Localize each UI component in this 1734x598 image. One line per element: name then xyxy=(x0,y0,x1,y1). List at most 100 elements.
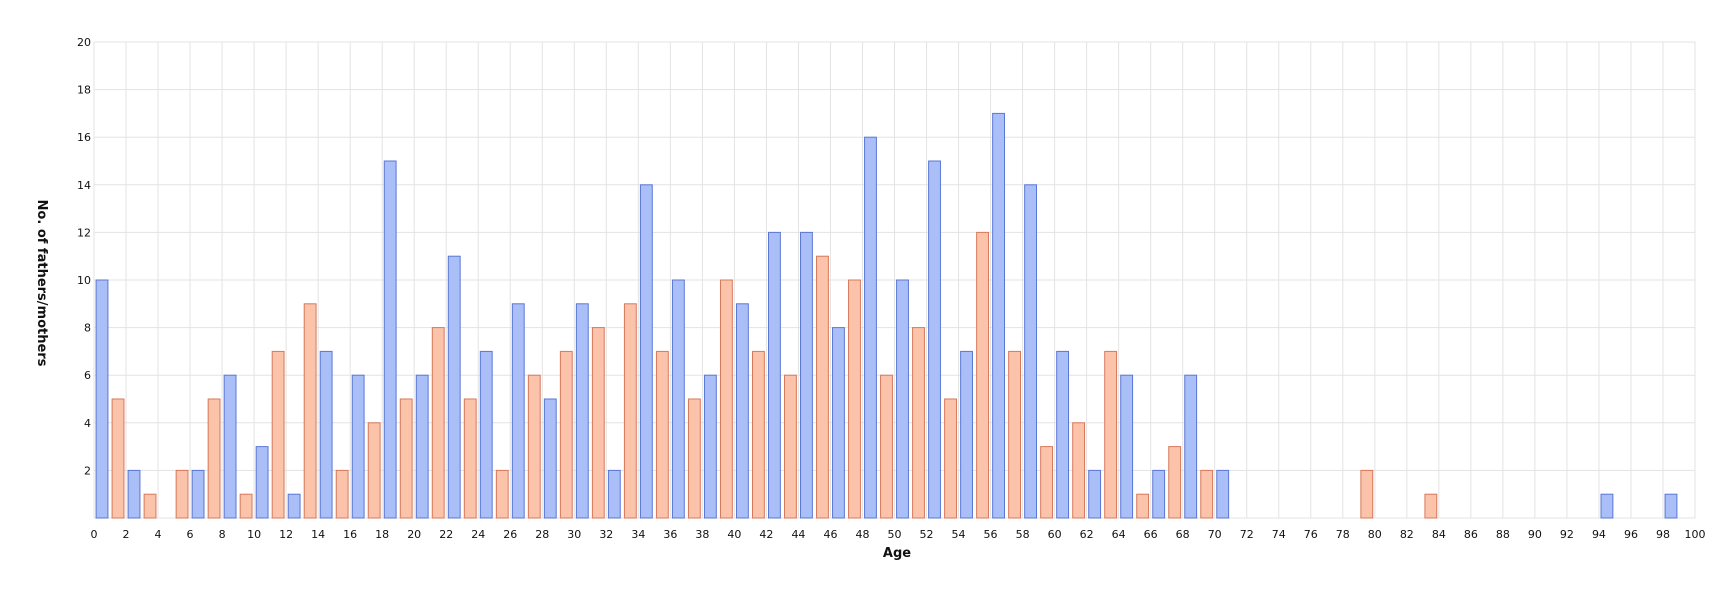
bar-blue-age-16 xyxy=(351,374,365,519)
bar-orange-age-61 xyxy=(1072,422,1086,519)
bar-blue-age-60 xyxy=(1056,350,1070,519)
bar-blue-age-44 xyxy=(800,231,813,519)
bar-blue-age-70 xyxy=(1216,469,1230,519)
bar-blue-age-8 xyxy=(223,374,237,519)
bar-orange-age-27 xyxy=(527,374,541,519)
x-tick-label: 28 xyxy=(535,528,549,541)
bar-blue-age-34 xyxy=(639,184,653,519)
y-tick-label: 8 xyxy=(84,322,91,335)
bar-orange-age-31 xyxy=(591,327,605,519)
x-tick-label: 40 xyxy=(727,528,741,541)
bar-orange-age-53 xyxy=(944,398,957,519)
x-tick-label: 10 xyxy=(247,528,261,541)
x-tick-label: 42 xyxy=(759,528,773,541)
x-tick-label: 82 xyxy=(1400,528,1414,541)
bar-orange-age-63 xyxy=(1104,350,1118,519)
bar-blue-age-18 xyxy=(383,160,397,519)
x-tick-label: 58 xyxy=(1016,528,1030,541)
bar-blue-age-50 xyxy=(896,279,909,519)
bar-orange-age-35 xyxy=(655,350,669,519)
x-tick-label: 52 xyxy=(920,528,934,541)
bar-blue-age-14 xyxy=(319,350,333,519)
bar-orange-age-69 xyxy=(1200,469,1214,519)
bar-orange-age-1 xyxy=(111,398,125,519)
bar-blue-age-42 xyxy=(768,231,781,519)
x-tick-label: 20 xyxy=(407,528,421,541)
bar-blue-age-28 xyxy=(543,398,557,519)
bar-orange-age-3 xyxy=(143,493,157,519)
bar-orange-age-57 xyxy=(1008,350,1021,519)
y-tick-label: 10 xyxy=(77,274,91,287)
bar-orange-age-25 xyxy=(495,469,509,519)
bar-orange-age-21 xyxy=(431,327,445,519)
bar-orange-age-19 xyxy=(399,398,413,519)
y-tick-label: 16 xyxy=(77,131,91,144)
bar-blue-age-98 xyxy=(1664,493,1678,519)
x-tick-label: 34 xyxy=(631,528,645,541)
x-tick-label: 44 xyxy=(791,528,805,541)
bar-orange-age-51 xyxy=(912,327,925,519)
bar-orange-age-17 xyxy=(367,422,381,519)
x-tick-label: 78 xyxy=(1336,528,1350,541)
x-tick-label: 46 xyxy=(823,528,837,541)
x-tick-label: 98 xyxy=(1656,528,1670,541)
bar-blue-age-64 xyxy=(1120,374,1134,519)
bar-blue-age-20 xyxy=(415,374,429,519)
bar-orange-age-5 xyxy=(175,469,189,519)
bar-blue-age-10 xyxy=(255,446,269,519)
bar-blue-age-56 xyxy=(992,112,1005,519)
bar-orange-age-47 xyxy=(848,279,861,519)
bar-orange-age-33 xyxy=(623,303,637,519)
x-tick-label: 84 xyxy=(1432,528,1446,541)
bar-orange-age-49 xyxy=(880,374,893,519)
x-tick-label: 24 xyxy=(471,528,485,541)
x-tick-label: 54 xyxy=(952,528,966,541)
x-tick-label: 64 xyxy=(1112,528,1126,541)
bar-orange-age-7 xyxy=(207,398,221,519)
bar-blue-age-40 xyxy=(735,303,749,519)
x-tick-label: 2 xyxy=(123,528,130,541)
bar-orange-age-65 xyxy=(1136,493,1150,519)
x-tick-label: 6 xyxy=(187,528,194,541)
y-tick-label: 18 xyxy=(77,84,91,97)
x-tick-label: 74 xyxy=(1272,528,1286,541)
x-tick-label: 26 xyxy=(503,528,517,541)
x-tick-label: 80 xyxy=(1368,528,1382,541)
y-tick-label: 6 xyxy=(84,369,91,382)
x-tick-label: 94 xyxy=(1592,528,1606,541)
bar-blue-age-52 xyxy=(928,160,941,519)
bar-orange-age-45 xyxy=(816,255,829,519)
bar-blue-age-68 xyxy=(1184,374,1198,519)
bar-blue-age-2 xyxy=(127,469,141,519)
y-axis-ticks: 2 4 6 8 10 12 14 16 18 20 xyxy=(77,36,91,477)
x-tick-label: 48 xyxy=(855,528,869,541)
x-tick-label: 16 xyxy=(343,528,357,541)
bar-blue-age-46 xyxy=(832,327,845,519)
bars xyxy=(95,112,1678,519)
x-tick-label: 36 xyxy=(663,528,677,541)
x-tick-label: 14 xyxy=(311,528,325,541)
bar-orange-age-13 xyxy=(303,303,317,519)
bar-blue-age-58 xyxy=(1024,184,1038,519)
bar-blue-age-66 xyxy=(1152,469,1166,519)
x-tick-label: 90 xyxy=(1528,528,1542,541)
bar-orange-age-39 xyxy=(719,279,733,519)
y-tick-label: 4 xyxy=(84,417,91,430)
bar-blue-age-54 xyxy=(960,350,973,519)
bar-blue-age-22 xyxy=(447,255,461,519)
y-tick-label: 20 xyxy=(77,36,91,49)
grid xyxy=(93,41,1696,519)
x-tick-label: 8 xyxy=(219,528,226,541)
bar-orange-age-11 xyxy=(271,350,285,519)
bar-orange-age-29 xyxy=(559,350,573,519)
x-tick-label: 50 xyxy=(888,528,902,541)
bar-blue-age-32 xyxy=(607,469,621,519)
x-tick-label: 60 xyxy=(1048,528,1062,541)
x-tick-label: 88 xyxy=(1496,528,1510,541)
x-tick-label: 70 xyxy=(1208,528,1222,541)
x-tick-label: 32 xyxy=(599,528,613,541)
x-tick-label: 12 xyxy=(279,528,293,541)
x-tick-label: 100 xyxy=(1685,528,1706,541)
bar-orange-age-67 xyxy=(1168,446,1182,519)
